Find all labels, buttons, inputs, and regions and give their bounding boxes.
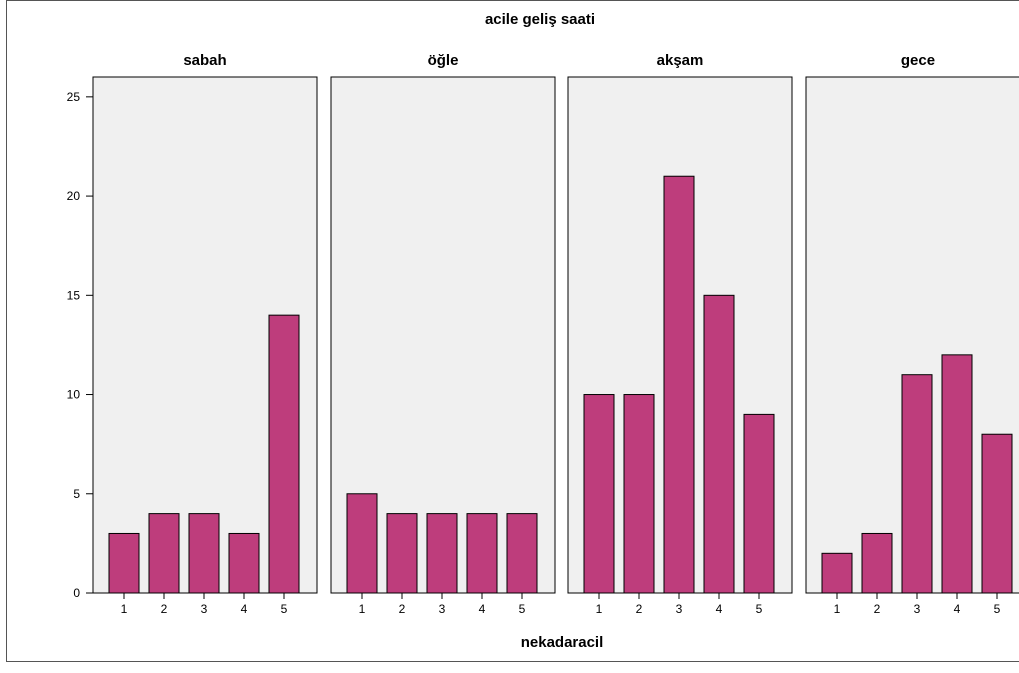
bar [584,395,614,593]
x-tick-label: 2 [399,602,406,616]
x-tick-label: 5 [756,602,763,616]
x-tick-label: 2 [636,602,643,616]
bar [347,494,377,593]
bar [704,295,734,593]
y-tick-label: 25 [67,90,81,104]
y-tick-label: 15 [67,288,81,302]
bar [664,176,694,593]
bar [822,553,852,593]
bar [427,514,457,593]
panel-1: sabah 1 2 3 4 5 [93,52,317,616]
bar [862,533,892,593]
bar [902,375,932,593]
x-tick-label: 1 [834,602,841,616]
x-axis-label: nekadaracil [521,634,604,651]
bar [744,414,774,593]
bar [269,315,299,593]
x-tick-label: 5 [519,602,526,616]
bar [109,533,139,593]
x-tick-label: 1 [596,602,603,616]
y-tick-label: 0 [73,586,80,600]
panel-header: gece [901,52,935,69]
bar [507,514,537,593]
x-tick-label: 4 [241,602,248,616]
x-tick-label: 3 [439,602,446,616]
x-tick-label: 5 [281,602,288,616]
bar [229,533,259,593]
y-tick-label: 20 [67,189,81,203]
x-tick-label: 3 [676,602,683,616]
bar [149,514,179,593]
panel-3: akşam 1 2 3 4 5 [568,52,792,616]
y-tick-label: 5 [73,487,80,501]
x-tick-label: 3 [201,602,208,616]
x-tick-label: 2 [161,602,168,616]
x-tick-label: 1 [121,602,128,616]
x-tick-label: 4 [479,602,486,616]
bar [624,395,654,593]
chart-title: acile geliş saati [485,11,595,28]
x-tick-label: 4 [716,602,723,616]
panel-4: gece 1 2 3 4 5 [806,52,1019,616]
bar [189,514,219,593]
x-tick-label: 1 [359,602,366,616]
bar [387,514,417,593]
x-tick-label: 3 [914,602,921,616]
bar [982,434,1012,593]
x-tick-label: 5 [994,602,1001,616]
x-tick-label: 4 [954,602,961,616]
panel-header: sabah [183,52,226,69]
bar [467,514,497,593]
panel-header: akşam [657,52,704,69]
y-tick-label: 10 [67,388,81,402]
x-tick-label: 2 [874,602,881,616]
panel-header: öğle [428,52,459,69]
bar [942,355,972,593]
panel-2: öğle 1 2 3 4 5 [331,52,555,616]
